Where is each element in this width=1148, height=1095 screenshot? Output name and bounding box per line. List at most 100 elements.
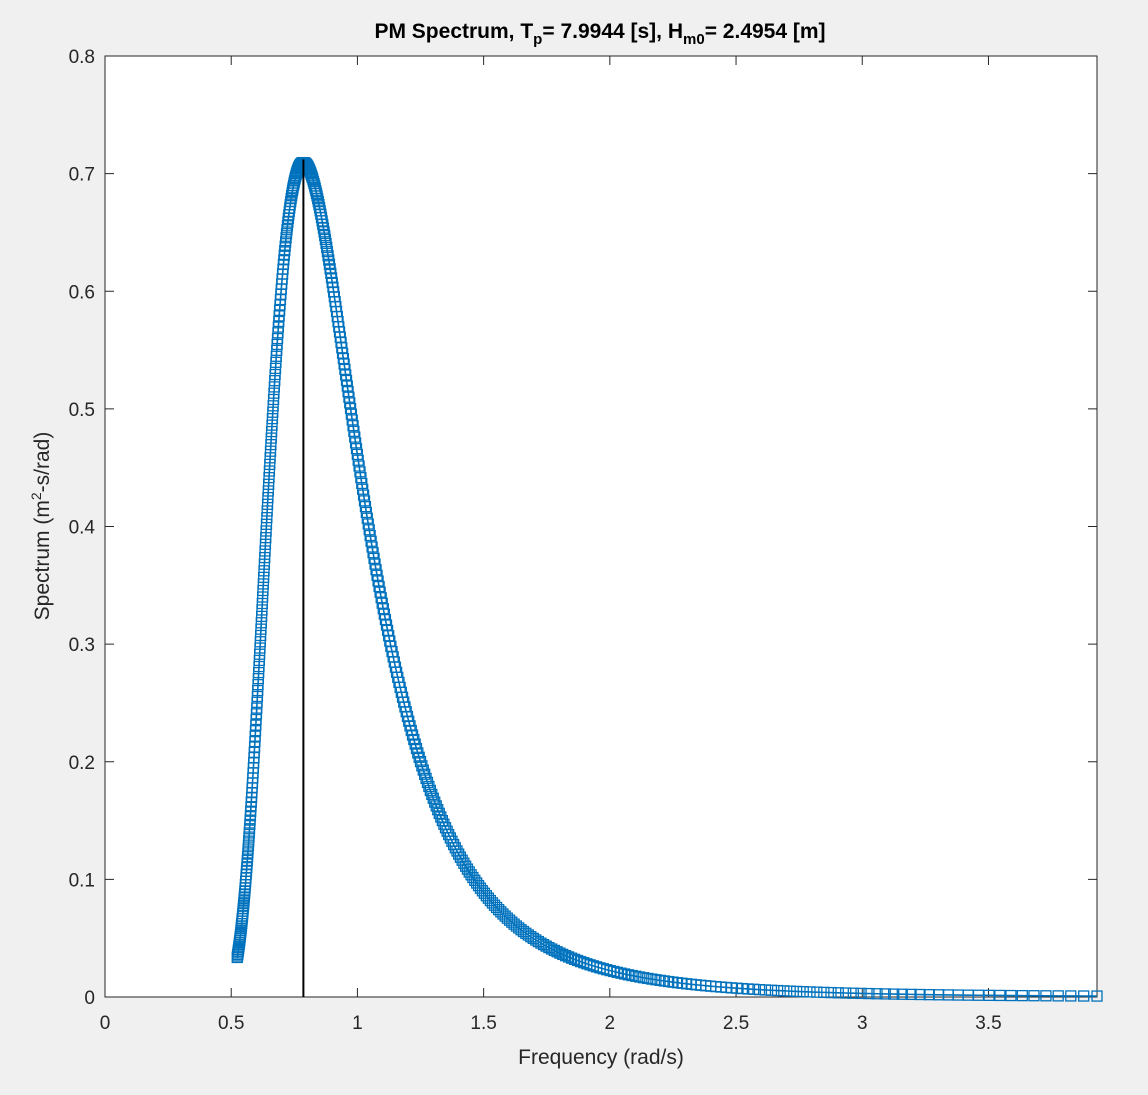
data-point-marker (421, 776, 434, 789)
y-tick-label: 0.6 (69, 282, 95, 303)
data-point-marker (349, 431, 361, 443)
data-point-marker (742, 983, 754, 995)
data-point-marker (250, 713, 262, 726)
data-point-marker (417, 764, 429, 776)
data-point-marker (356, 477, 368, 490)
data-point-marker (863, 987, 875, 1000)
data-point-marker (269, 362, 282, 375)
x-tick-label: 1.5 (470, 1013, 496, 1034)
data-point-marker (344, 397, 356, 409)
data-point-marker (430, 800, 442, 812)
data-point-marker (267, 400, 279, 412)
data-point-marker (344, 402, 357, 415)
data-point-marker (345, 408, 358, 420)
data-point-marker (260, 525, 272, 537)
data-point-marker (1065, 990, 1077, 1002)
data-point-marker (495, 906, 507, 918)
data-point-marker (268, 381, 280, 393)
data-point-marker (608, 965, 620, 978)
data-point-marker (259, 545, 271, 557)
data-point-marker (1078, 990, 1090, 1002)
x-axis-ticks: 0 0.5 1 1.5 2 2.5 3 3.5 (100, 56, 1002, 1034)
data-point-marker (840, 987, 852, 999)
data-point-marker (255, 623, 267, 635)
data-point-marker (252, 673, 265, 685)
data-point-marker (253, 654, 265, 667)
data-point-marker (268, 387, 280, 399)
data-point-marker (263, 472, 275, 484)
data-point-marker (253, 648, 266, 660)
data-point-marker (888, 988, 900, 1000)
data-point-marker (784, 985, 796, 997)
series-layer (231, 156, 1103, 1002)
data-point-marker (252, 678, 264, 691)
data-point-marker (257, 584, 269, 597)
data-point-marker (272, 327, 284, 339)
data-point-marker (266, 419, 278, 431)
data-point-marker (571, 954, 584, 967)
data-point-marker (554, 947, 566, 959)
data-point-marker (825, 986, 837, 999)
data-point-marker (765, 984, 778, 996)
y-axis-label-post: -s/rad) (31, 432, 54, 493)
data-point-marker (346, 414, 358, 426)
data-point-marker (432, 804, 444, 816)
data-point-marker (847, 987, 859, 999)
data-point-marker (260, 532, 272, 544)
data-point-marker (251, 702, 263, 714)
data-point-marker (759, 984, 772, 996)
data-point-marker (367, 547, 379, 559)
y-tick-label: 0.5 (69, 400, 95, 421)
data-point-marker (611, 966, 623, 978)
data-point-marker (319, 233, 332, 246)
title-tp-value: = 7.9944 [s], H (542, 20, 683, 43)
x-tick-label: 0.5 (218, 1013, 244, 1034)
data-point-marker (871, 988, 883, 1000)
data-point-marker (364, 529, 376, 542)
data-point-marker (318, 226, 330, 238)
data-point-marker (352, 454, 364, 466)
data-point-marker (565, 952, 578, 964)
data-point-marker (427, 792, 439, 804)
data-point-marker (321, 245, 334, 258)
data-point-marker (265, 432, 277, 444)
y-tick-label: 0.7 (69, 165, 95, 186)
data-point-marker (258, 565, 270, 577)
x-tick-label: 3 (857, 1013, 868, 1034)
data-point-marker (269, 375, 281, 387)
data-point-marker (568, 953, 581, 965)
y-tick-label: 0.4 (69, 518, 96, 539)
data-point-marker (262, 491, 274, 504)
data-point-marker (271, 332, 284, 345)
data-point-marker (615, 967, 627, 979)
data-point-marker (252, 684, 264, 697)
data-point-marker (263, 465, 276, 477)
data-point-marker (753, 983, 766, 996)
data-point-marker (265, 438, 277, 451)
data-point-marker (319, 229, 331, 242)
data-point-marker (350, 443, 363, 455)
data-point-marker (261, 505, 273, 517)
data-point-marker (493, 904, 505, 916)
data-point-marker (355, 471, 367, 484)
data-point-marker (423, 780, 435, 793)
data-point-marker (357, 483, 369, 495)
data-point-marker (791, 985, 803, 998)
data-point-marker (266, 412, 279, 425)
data-point-marker (1016, 989, 1028, 1002)
data-point-marker (271, 344, 283, 356)
y-axis-ticks: 0 0.1 0.2 0.3 0.4 0.5 0.6 0.7 0.8 (69, 47, 1097, 1009)
data-point-marker (435, 811, 447, 823)
data-point-marker (347, 419, 359, 432)
data-point-marker (1052, 990, 1064, 1002)
y-axis-label-pre: Spectrum (m (31, 500, 54, 620)
y-axis-label: Spectrum (m2-s/rad) (28, 432, 54, 621)
x-tick-label: 2 (605, 1013, 616, 1034)
data-point-marker (260, 518, 273, 530)
data-point-marker (771, 984, 784, 997)
data-point-marker (271, 338, 283, 351)
data-point-marker (257, 578, 269, 590)
data-point-marker (626, 969, 638, 982)
data-point-marker (1091, 990, 1103, 1002)
